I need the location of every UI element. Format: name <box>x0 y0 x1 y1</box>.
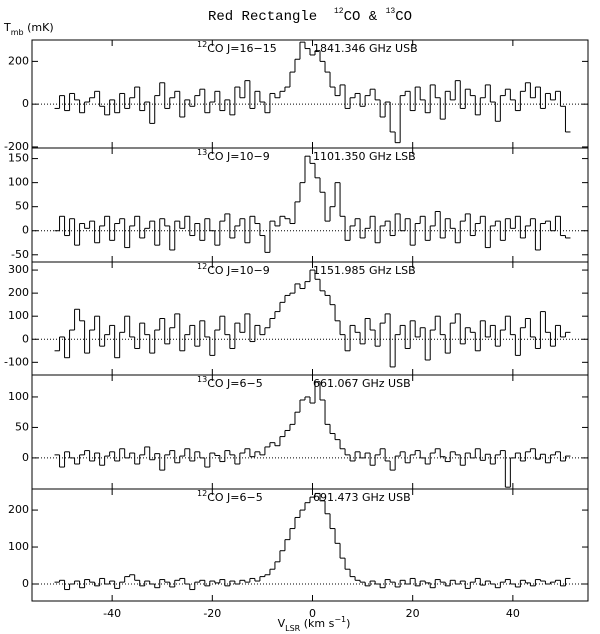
species-label: 12CO J=16−15 <box>197 40 277 56</box>
y-tick-label: -50 <box>11 248 29 261</box>
frequency-label: 1151.985 GHz LSB <box>313 264 416 277</box>
x-tick-label: -40 <box>103 607 121 620</box>
species-label: 12CO J=6−5 <box>197 489 263 505</box>
text-part: (km s <box>300 617 334 630</box>
step-risers <box>59 270 566 367</box>
supscript: 12 <box>197 262 207 271</box>
y-tick-label: 200 <box>8 503 29 516</box>
y-axis-label: Tmb (mK) <box>3 21 54 37</box>
step-risers <box>59 493 566 590</box>
y-tick-label: 100 <box>8 176 29 189</box>
text-part: CO J=10−9 <box>207 264 270 277</box>
x-tick-label: -20 <box>203 607 221 620</box>
chart-title: Red Rectangle 12CO & 13CO <box>208 7 412 25</box>
y-tick-label: 0 <box>22 97 29 110</box>
step-risers <box>59 42 566 143</box>
y-tick-label: 100 <box>8 540 29 553</box>
y-tick-label: 0 <box>22 577 29 590</box>
supscript: 13 <box>197 375 207 384</box>
subscript: mb <box>11 28 24 37</box>
supscript: 13 <box>386 7 396 16</box>
frequency-label: 1101.350 GHz LSB <box>313 150 416 163</box>
text-part: CO <box>395 9 412 25</box>
y-tick-label: 200 <box>8 54 29 67</box>
panel-frame <box>31 147 589 263</box>
y-tick-label: 50 <box>15 200 29 213</box>
x-tick-label: 0 <box>309 607 316 620</box>
text-part: Red Rectangle <box>208 9 334 25</box>
species-label: 13CO J=10−9 <box>197 148 270 164</box>
text-part: CO J=6−5 <box>207 491 263 504</box>
text-part: CO J=10−9 <box>207 150 270 163</box>
y-tick-label: 100 <box>8 390 29 403</box>
y-tick-label: 0 <box>22 224 29 237</box>
y-tick-label: 0 <box>22 332 29 345</box>
y-tick-label: 300 <box>8 263 29 276</box>
x-tick-label: 40 <box>506 607 520 620</box>
y-tick-label: -200 <box>4 140 29 153</box>
step-risers <box>59 381 566 488</box>
y-tick-label: 200 <box>8 286 29 299</box>
frequency-label: 1841.346 GHz USB <box>313 42 418 55</box>
supscript: 12 <box>334 7 344 16</box>
frequency-label: 691.473 GHz USB <box>313 491 411 504</box>
panel-frame <box>31 374 589 490</box>
y-tick-label: 100 <box>8 309 29 322</box>
text-part: CO J=16−15 <box>207 42 277 55</box>
x-tick-label: 20 <box>406 607 420 620</box>
panel-frame <box>31 39 589 149</box>
text-part: V <box>278 617 286 630</box>
step-risers <box>59 156 566 253</box>
supscript: 12 <box>197 40 207 49</box>
text-part: CO J=6−5 <box>207 377 263 390</box>
text-part: (mK) <box>24 21 54 34</box>
supscript: 13 <box>197 148 207 157</box>
y-tick-label: 50 <box>15 420 29 433</box>
supscript: −1 <box>334 615 346 624</box>
species-label: 13CO J=6−5 <box>197 375 263 391</box>
text-part: T <box>3 21 11 34</box>
supscript: 12 <box>197 489 207 498</box>
x-axis-label: VLSR (km s−1) <box>278 615 351 633</box>
y-tick-label: 0 <box>22 451 29 464</box>
species-label: 12CO J=10−9 <box>197 262 270 278</box>
y-tick-label: 150 <box>8 152 29 165</box>
subscript: LSR <box>285 624 301 633</box>
frequency-label: 661.067 GHz USB <box>313 377 411 390</box>
text-part: CO & <box>344 9 386 25</box>
panel-frame <box>31 488 589 602</box>
y-tick-label: -100 <box>4 355 29 368</box>
text-part: ) <box>346 617 350 630</box>
